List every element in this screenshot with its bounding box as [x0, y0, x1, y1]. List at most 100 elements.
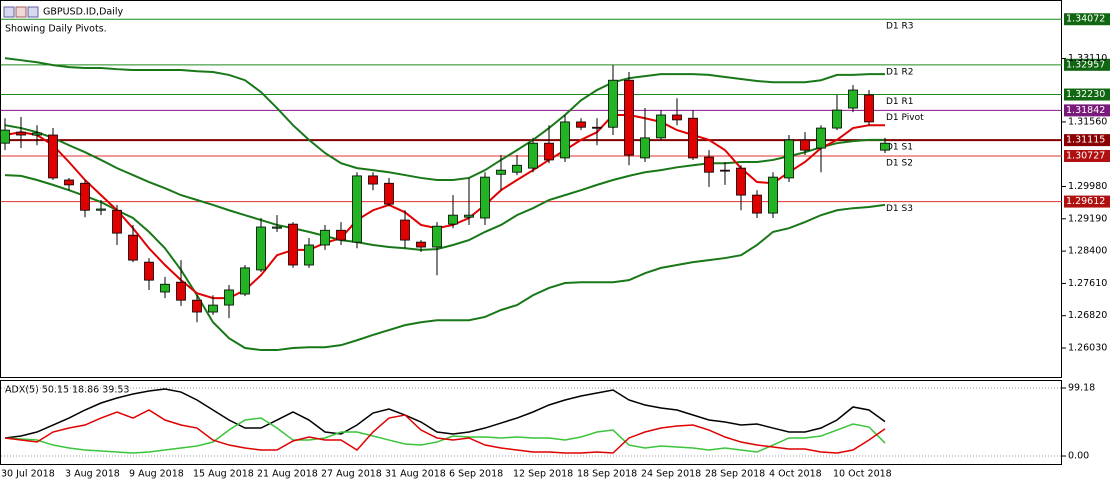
candle-body — [208, 304, 218, 313]
candle-body — [384, 182, 394, 205]
candle-body — [288, 223, 298, 266]
x-tick-label: 3 Aug 2018 — [65, 469, 120, 480]
candle-body — [400, 219, 410, 241]
candle-body — [576, 121, 586, 128]
indicator-line — [4, 388, 886, 439]
candle-body — [240, 267, 250, 295]
pivot-box — [1064, 134, 1110, 147]
indicator-line — [4, 57, 885, 181]
pivot-name: D1 R1 — [886, 97, 914, 107]
candle-body — [640, 137, 650, 159]
indicator-line — [4, 124, 885, 251]
y-tick-label: 1.27610 — [1068, 278, 1107, 289]
y-tick-label: 1.26030 — [1068, 343, 1107, 354]
pivot-box — [1064, 104, 1110, 117]
candle-body — [48, 134, 58, 179]
y-tick-label: 1.29190 — [1068, 213, 1107, 224]
candle-body — [624, 79, 634, 156]
candle-body — [272, 226, 282, 229]
icon-b — [15, 6, 27, 18]
candle-body — [128, 234, 138, 261]
candle-body — [144, 261, 154, 281]
candle-body — [336, 229, 346, 241]
candle-body — [80, 182, 90, 211]
pivot-value: 1.30727 — [1066, 150, 1105, 161]
candle-body — [192, 299, 202, 313]
indicator-frame — [0, 380, 1062, 465]
x-tick-label: 24 Sep 2018 — [641, 469, 701, 480]
pivot-name: D1 S3 — [886, 204, 913, 214]
candle-body — [688, 117, 698, 159]
candle-body — [832, 109, 842, 129]
pivot-box — [1064, 58, 1110, 71]
candle-body — [512, 164, 522, 173]
x-tick-label: 9 Aug 2018 — [129, 469, 184, 480]
candle-body — [880, 142, 890, 151]
pivot-name: D1 S2 — [886, 158, 913, 168]
x-tick-label: 10 Oct 2018 — [833, 469, 892, 480]
candle-body — [368, 175, 378, 185]
y-tick-label: 1.28400 — [1068, 246, 1107, 257]
x-tick-label: 31 Aug 2018 — [385, 469, 446, 480]
candle-body — [704, 156, 714, 173]
candle-body — [0, 129, 10, 144]
candle-body — [32, 132, 42, 136]
icon-c — [27, 6, 39, 18]
candle-body — [800, 139, 810, 151]
pivot-name: D1 R3 — [886, 22, 914, 32]
candle-body — [752, 194, 762, 214]
chart-title: GBPUSD.ID,Daily — [43, 7, 123, 18]
y-tick-label: 1.33110 — [1068, 53, 1107, 64]
candle-body — [176, 281, 186, 301]
pivot-value: 1.34072 — [1066, 14, 1105, 25]
candle-body — [864, 94, 874, 123]
candle-body — [736, 167, 746, 196]
x-tick-label: 6 Sep 2018 — [449, 469, 503, 480]
pivot-box — [1064, 13, 1110, 26]
candle-body — [416, 241, 426, 248]
pivot-value: 1.32957 — [1066, 59, 1105, 70]
candle-body — [848, 89, 858, 109]
pivot-box — [1064, 88, 1110, 101]
candle-body — [608, 79, 618, 128]
candle-body — [496, 169, 506, 175]
candle-body — [64, 179, 74, 186]
pivot-box — [1064, 149, 1110, 162]
candle-body — [528, 142, 538, 169]
y-tick-label: 99.18 — [1068, 383, 1095, 394]
candle-body — [464, 214, 474, 218]
candle-body — [16, 131, 26, 136]
candle-body — [816, 127, 826, 149]
indicator-title: ADX(5) 50.15 18.86 39.53 — [5, 385, 129, 396]
x-tick-label: 4 Oct 2018 — [769, 469, 822, 480]
candle-body — [784, 139, 794, 179]
candle-body — [432, 225, 442, 248]
pivot-value: 1.31115 — [1066, 135, 1105, 146]
x-tick-label: 27 Aug 2018 — [321, 469, 382, 480]
candle-body — [96, 208, 106, 211]
x-tick-label: 28 Sep 2018 — [705, 469, 765, 480]
candle-body — [112, 209, 122, 234]
candle-body — [592, 126, 602, 129]
x-tick-label: 21 Aug 2018 — [257, 469, 318, 480]
y-tick-label: 1.29980 — [1068, 181, 1107, 192]
candle-body — [768, 176, 778, 214]
pivot-name: D1 R2 — [886, 67, 914, 77]
title-icon — [3, 6, 39, 18]
candle-body — [560, 121, 570, 159]
pivot-name: D1 Pivot — [886, 113, 924, 123]
icon-a — [3, 6, 15, 18]
indicator-line — [4, 113, 885, 300]
candle-body — [352, 175, 362, 243]
y-tick-label: 0.00 — [1068, 451, 1089, 462]
y-tick-label: 1.26820 — [1068, 310, 1107, 321]
x-tick-label: 15 Aug 2018 — [193, 469, 254, 480]
candle-body — [320, 229, 330, 246]
candle-body — [480, 176, 490, 219]
main-frame — [0, 0, 1062, 378]
candle-body — [448, 214, 458, 225]
x-tick-label: 18 Sep 2018 — [577, 469, 637, 480]
chart-subtitle: Showing Daily Pivots. — [5, 24, 107, 35]
pivot-value: 1.32230 — [1066, 89, 1105, 100]
